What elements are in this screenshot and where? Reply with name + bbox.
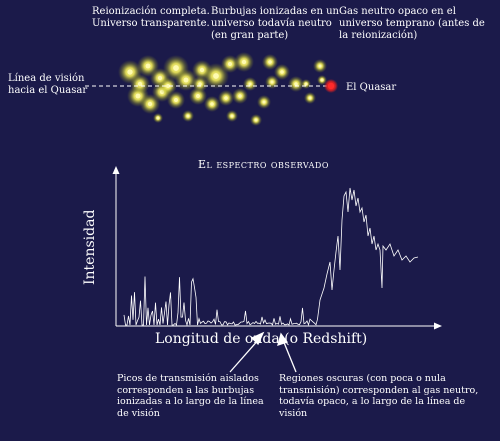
bubble-core [210,102,214,106]
bubble-core [166,84,170,88]
bubble-core [183,77,189,83]
spectrum-axes [115,172,438,327]
label-quasar: El Quasar [346,82,397,93]
spectrum-title: El espectro observado [198,158,329,171]
bubble-core [127,69,133,75]
label-neutral-gas: Gas neutro opaco en el universo temprano… [339,6,485,41]
bubble-core [198,82,202,86]
bubble-core [196,94,200,98]
label-bubbles: Burbujas ionizadas en un universo todaví… [211,6,339,41]
bubble-core [230,114,234,118]
bubble-core [213,73,219,79]
bubble-core [157,75,163,81]
bubble-core [270,80,274,84]
annotation-arrows [229,331,297,373]
bubble-core [254,118,258,122]
label-reionization: Reionización completa. Universo transpar… [92,6,210,29]
bubble-core [268,60,272,64]
bubble-core [248,82,252,86]
bubble-core [262,100,266,104]
bubble-core [186,114,190,118]
bubble-core [147,101,153,107]
x-axis-label: Longitud de onda (o Redshift) [155,331,368,347]
bubble-core [137,81,143,87]
y-axis-label: Intensidad [82,209,98,285]
bubble-core [156,116,160,120]
bubble-core [304,82,308,86]
note-dark-regions: Regiones oscuras (con poca o nula transm… [279,373,479,419]
note-transmission-peaks: Picos de transmisión aislados correspond… [117,373,264,419]
bubble-core [228,62,232,66]
bubble-core [173,65,179,71]
bubble-core [224,96,228,100]
bubble-core [241,59,247,65]
x-axis-arrow [434,322,442,330]
bubble-core [238,94,242,98]
bubble-core [145,63,151,69]
bubble-core [199,67,205,73]
quasar-dot [327,82,335,90]
ionized-bubbles [118,52,327,126]
label-line-of-sight: Línea de visión hacia el Quasar [8,73,88,96]
bubble-core [318,64,322,68]
bubble-core [174,98,178,102]
bubble-core [308,96,312,100]
bubble-core [294,82,298,86]
y-axis-arrow [112,166,120,174]
bubble-core [320,78,324,82]
spectrum-line [123,187,419,327]
bubble-core [135,93,141,99]
bubble-core [280,70,284,74]
